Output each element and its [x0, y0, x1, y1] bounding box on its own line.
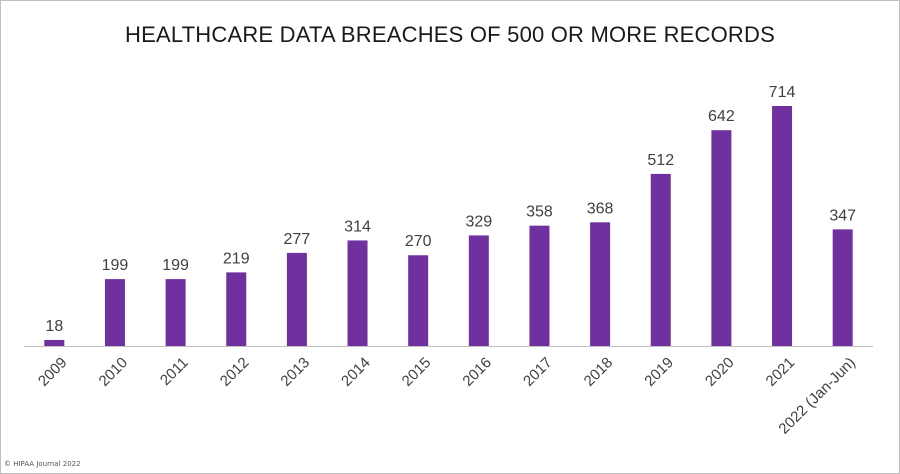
x-tick-label: 2019 — [641, 354, 677, 390]
value-label: 219 — [223, 250, 250, 267]
chart-title: HEALTHCARE DATA BREACHES OF 500 OR MORE … — [125, 22, 775, 47]
bar-2021 — [772, 106, 793, 346]
value-label: 277 — [284, 231, 311, 248]
x-tick-label: 2017 — [520, 354, 556, 390]
bar-2017 — [529, 225, 550, 346]
value-label: 358 — [526, 204, 553, 221]
bar-2014 — [347, 240, 368, 346]
bars-group — [44, 106, 853, 346]
x-tick-label: 2021 — [763, 354, 799, 390]
bar-2015 — [408, 255, 429, 346]
value-label: 368 — [587, 200, 614, 217]
x-tick-label: 2018 — [581, 354, 617, 390]
value-label: 347 — [829, 207, 856, 224]
x-tick-label: 2016 — [459, 354, 495, 390]
x-tick-label: 2009 — [35, 354, 71, 390]
copyright-text: © HIPAA Journal 2022 — [4, 460, 81, 468]
value-label: 314 — [344, 218, 371, 235]
value-label: 18 — [45, 318, 63, 335]
x-tick-label: 2014 — [338, 354, 374, 390]
bar-2009 — [44, 339, 65, 346]
value-label: 270 — [405, 233, 432, 250]
bar-2010 — [104, 279, 125, 346]
bar-2018 — [590, 222, 611, 346]
x-tick-label: 2015 — [399, 354, 435, 390]
tick-labels-group: 2009 2010 2011 2012 2013 2014 2015 2016 2017 2018… — [35, 354, 859, 437]
value-label: 199 — [102, 257, 129, 274]
x-tick-label: 2020 — [702, 354, 738, 390]
value-label: 199 — [162, 257, 189, 274]
bar-2019 — [650, 173, 671, 346]
value-label: 642 — [708, 108, 735, 125]
x-tick-label: 2012 — [217, 354, 253, 390]
value-label: 512 — [647, 152, 674, 169]
value-label: 714 — [769, 84, 796, 101]
bar-2016 — [468, 235, 489, 346]
bar-2012 — [226, 272, 247, 346]
bar-2013 — [286, 252, 307, 346]
value-labels-group: 18 199 199 219 277 314 270 329 358 368 512 642 714 34… — [45, 84, 856, 335]
x-tick-label: 2010 — [96, 354, 132, 390]
bar-2011 — [165, 279, 186, 346]
bar-2022-jan-jun- — [832, 229, 853, 346]
x-tick-label: 2011 — [157, 354, 192, 389]
x-tick-label: 2013 — [277, 354, 313, 390]
value-label: 329 — [465, 213, 492, 230]
bar-2020 — [711, 130, 732, 346]
